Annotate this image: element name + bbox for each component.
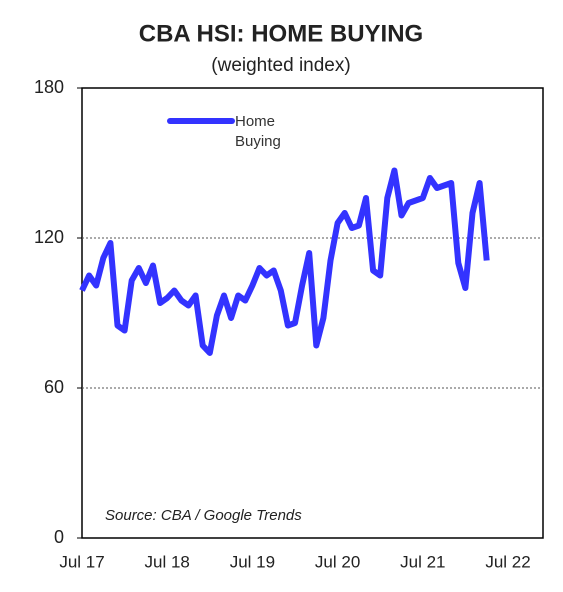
- x-tick-label: Jul 17: [59, 552, 104, 571]
- y-tick-label: 60: [44, 377, 64, 397]
- x-tick-label: Jul 18: [145, 552, 190, 571]
- annotation: Source: CBA / Google Trends: [105, 507, 302, 524]
- x-tick-label: Jul 22: [485, 552, 530, 571]
- plot-frame: [81, 87, 544, 539]
- y-tick-label: 120: [34, 227, 64, 247]
- x-tick-label: Jul 20: [315, 552, 360, 571]
- legend-label: Home Buying: [235, 113, 281, 150]
- data-line: [79, 167, 490, 356]
- y-tick-label: 0: [54, 527, 64, 547]
- chart-subtitle: (weighted index): [211, 55, 350, 76]
- x-tick-label: Jul 19: [230, 552, 275, 571]
- chart-title: CBA HSI: HOME BUYING: [139, 20, 423, 47]
- x-tick-label: Jul 21: [400, 552, 445, 571]
- y-tick-label: 180: [34, 77, 64, 97]
